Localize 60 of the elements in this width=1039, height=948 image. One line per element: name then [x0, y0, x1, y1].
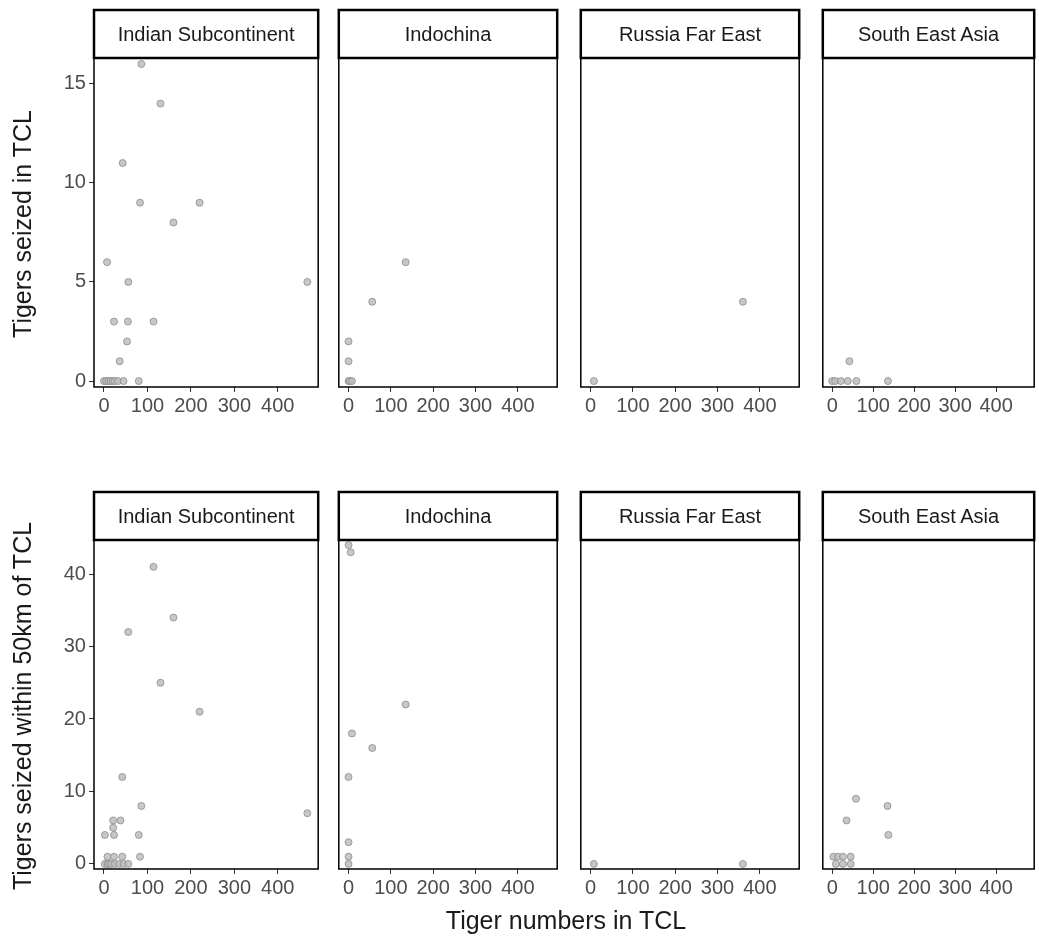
x-tick-label: 300 — [458, 875, 493, 898]
x-tick-label: 100 — [856, 393, 890, 416]
y-tick-label: 5 — [74, 269, 86, 292]
chart-title: Indian Subcontinent — [117, 22, 295, 45]
chart-title: Indochina — [404, 504, 493, 527]
x-tick-label: 300 — [217, 393, 252, 416]
chart-title: South East Asia — [857, 504, 1000, 527]
x-tick-label: 200 — [416, 393, 450, 416]
x-tick-label: 300 — [938, 875, 972, 898]
x-tick-label: 400 — [743, 393, 777, 416]
y-tick-label: 30 — [63, 634, 86, 657]
x-tick-label: 0 — [98, 393, 110, 416]
x-tick-label: 100 — [374, 393, 408, 416]
y-tick-label: 0 — [74, 851, 86, 874]
y-tick-label: 20 — [63, 706, 86, 729]
x-tick-label: 100 — [856, 875, 890, 898]
x-tick-label: 100 — [616, 875, 650, 898]
x-tick-label: 300 — [217, 875, 252, 898]
x-tick-label: 200 — [897, 875, 931, 898]
x-tick-label: 300 — [938, 393, 972, 416]
x-tick-label: 300 — [700, 393, 735, 416]
x-tick-label: 400 — [979, 875, 1013, 898]
y-axis-title: Tigers seized within 50km of TCL — [7, 521, 37, 891]
y-tick-label: 40 — [63, 561, 86, 584]
x-tick-label: 400 — [501, 875, 535, 898]
chart-title: South East Asia — [857, 22, 1000, 45]
x-tick-label: 0 — [584, 393, 597, 416]
x-tick-label: 200 — [658, 875, 692, 898]
x-tick-label: 400 — [979, 393, 1013, 416]
x-tick-label: 400 — [501, 393, 535, 416]
x-tick-label: 0 — [584, 875, 597, 898]
y-tick-label: 10 — [63, 170, 86, 193]
x-tick-label: 100 — [616, 393, 650, 416]
chart-title: Russia Far East — [618, 22, 762, 45]
x-axis-title: Tiger numbers in TCL — [445, 906, 687, 935]
x-tick-label: 300 — [700, 875, 735, 898]
x-tick-label: 100 — [374, 875, 408, 898]
x-tick-label: 100 — [130, 875, 165, 898]
chart-title: Indochina — [404, 22, 493, 45]
x-tick-label: 200 — [897, 393, 931, 416]
y-axis-title: Tigers seized in TCL — [7, 110, 37, 338]
y-tick-label: 0 — [74, 368, 86, 391]
y-tick-label: 10 — [63, 778, 86, 801]
x-tick-label: 100 — [130, 393, 165, 416]
x-tick-label: 0 — [98, 875, 110, 898]
x-tick-label: 200 — [174, 875, 208, 898]
x-tick-label: 400 — [261, 875, 295, 898]
x-tick-label: 200 — [658, 393, 692, 416]
x-tick-label: 0 — [826, 393, 838, 416]
chart-title: Indian Subcontinent — [117, 504, 295, 527]
chart-title: Russia Far East — [618, 504, 762, 527]
y-tick-label: 15 — [63, 71, 86, 94]
x-tick-label: 200 — [174, 393, 208, 416]
x-tick-label: 400 — [261, 393, 295, 416]
x-tick-label: 0 — [342, 875, 355, 898]
x-tick-label: 0 — [342, 393, 355, 416]
x-tick-label: 0 — [826, 875, 838, 898]
x-tick-label: 200 — [416, 875, 450, 898]
x-tick-label: 400 — [743, 875, 777, 898]
x-tick-label: 300 — [458, 393, 493, 416]
